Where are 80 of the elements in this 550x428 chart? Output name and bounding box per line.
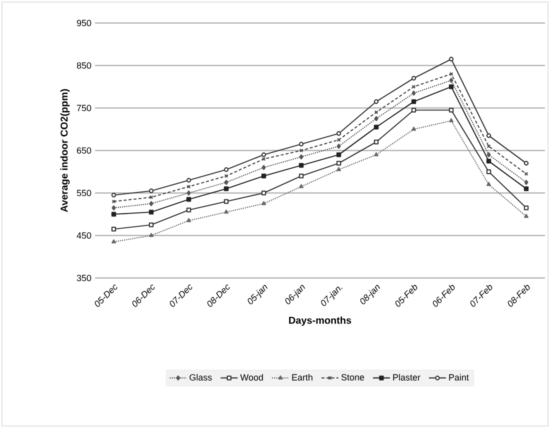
point bbox=[374, 140, 379, 144]
point bbox=[374, 99, 379, 104]
point bbox=[298, 174, 304, 178]
point bbox=[374, 152, 379, 156]
point bbox=[449, 78, 454, 83]
point bbox=[336, 131, 342, 136]
point bbox=[449, 72, 454, 76]
y-tick-label: 850 bbox=[76, 62, 92, 69]
point bbox=[186, 197, 192, 202]
point bbox=[111, 212, 116, 217]
point bbox=[524, 180, 528, 185]
point bbox=[261, 190, 266, 196]
point bbox=[411, 99, 416, 104]
point bbox=[298, 184, 304, 188]
point bbox=[224, 180, 228, 185]
point bbox=[486, 152, 491, 158]
point bbox=[111, 226, 116, 232]
point bbox=[299, 148, 304, 152]
point bbox=[336, 167, 342, 172]
point bbox=[261, 152, 266, 158]
point bbox=[224, 167, 229, 172]
point bbox=[148, 222, 154, 228]
point bbox=[486, 182, 492, 186]
point bbox=[524, 206, 529, 210]
point bbox=[149, 201, 154, 206]
point bbox=[112, 205, 116, 210]
point bbox=[112, 200, 116, 204]
point bbox=[411, 108, 416, 112]
point bbox=[448, 108, 454, 112]
point bbox=[262, 157, 266, 161]
point bbox=[262, 164, 266, 170]
point bbox=[411, 126, 416, 131]
point bbox=[148, 210, 154, 214]
point bbox=[186, 178, 192, 183]
point bbox=[224, 199, 229, 204]
point bbox=[261, 201, 266, 206]
point bbox=[524, 214, 529, 218]
point bbox=[412, 90, 416, 96]
point bbox=[448, 118, 454, 122]
point bbox=[186, 218, 192, 222]
legend-label: Stone bbox=[341, 374, 364, 380]
y-tick-label: 450 bbox=[76, 232, 92, 239]
legend-label: Wood bbox=[240, 374, 263, 381]
y-tick-label: 750 bbox=[76, 104, 92, 112]
point bbox=[148, 232, 154, 238]
point bbox=[336, 160, 342, 166]
point bbox=[261, 174, 266, 178]
point bbox=[224, 210, 229, 214]
point bbox=[374, 116, 378, 122]
y-tick-label: 650 bbox=[76, 147, 92, 154]
point bbox=[374, 124, 379, 130]
point bbox=[486, 158, 492, 164]
point bbox=[299, 154, 304, 160]
point bbox=[524, 160, 529, 166]
point bbox=[411, 76, 416, 81]
legend-label: Glass bbox=[190, 374, 212, 381]
point bbox=[186, 190, 191, 196]
point bbox=[336, 144, 341, 149]
point bbox=[186, 208, 192, 212]
point bbox=[298, 163, 304, 168]
point bbox=[148, 188, 154, 194]
point bbox=[448, 56, 454, 62]
point bbox=[524, 186, 529, 192]
point bbox=[486, 169, 492, 174]
legend-label: Plaster bbox=[393, 374, 420, 381]
y-tick-label: 350 bbox=[76, 274, 92, 282]
y-tick-label: 950 bbox=[76, 20, 92, 26]
y-axis-title: Average indoor CO2(ppm) bbox=[60, 89, 70, 212]
point bbox=[224, 186, 229, 192]
legend-label: Earth bbox=[292, 374, 312, 381]
y-tick-label: 550 bbox=[76, 190, 92, 196]
legend-label: Paint bbox=[449, 374, 469, 381]
point bbox=[486, 133, 492, 138]
x-axis-title: Days-months bbox=[289, 316, 352, 326]
point bbox=[111, 192, 116, 198]
point bbox=[298, 142, 304, 146]
point bbox=[111, 239, 116, 244]
point bbox=[448, 84, 454, 90]
point bbox=[336, 152, 342, 158]
point bbox=[224, 174, 228, 178]
